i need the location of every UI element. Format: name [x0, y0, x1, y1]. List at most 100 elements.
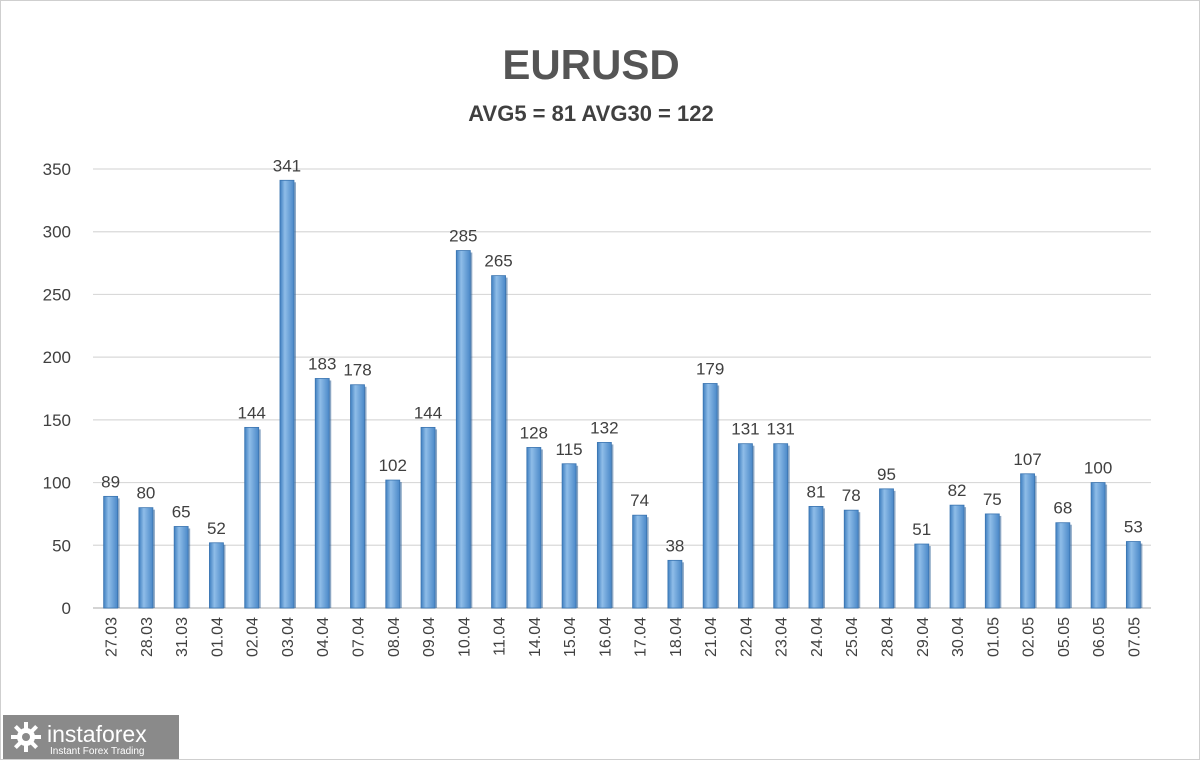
x-tick-label: 21.04 [703, 617, 720, 657]
data-label: 100 [1084, 459, 1112, 478]
x-tick-label: 07.04 [351, 617, 368, 657]
gridlines [93, 168, 1151, 609]
data-label: 52 [207, 519, 226, 538]
x-tick-label: 22.04 [738, 617, 755, 657]
x-tick-label: 18.04 [668, 617, 685, 657]
data-label: 132 [590, 418, 618, 437]
data-label: 265 [484, 252, 512, 271]
data-label: 75 [983, 490, 1002, 509]
x-tick-label: 02.04 [245, 617, 262, 657]
data-label: 82 [948, 481, 967, 500]
y-tick-label: 350 [43, 160, 71, 179]
data-label: 51 [912, 520, 931, 539]
data-label: 131 [767, 420, 795, 439]
x-tick-label: 28.03 [139, 617, 156, 657]
logo-name: instaforex [47, 721, 147, 747]
bar [843, 509, 859, 609]
y-tick-label: 100 [43, 474, 71, 493]
bar [667, 559, 683, 609]
bar [526, 447, 542, 609]
data-label: 68 [1053, 499, 1072, 518]
bar [632, 514, 648, 609]
y-tick-label: 250 [43, 285, 71, 304]
x-tick-label: 27.03 [104, 617, 121, 657]
data-label: 178 [343, 361, 371, 380]
data-label: 74 [630, 491, 649, 510]
bar [808, 506, 824, 609]
data-labels: 89 80 65 52 144 341 183 178 102 144 285 265 128 115 13… [101, 156, 1143, 555]
bar [1125, 541, 1141, 609]
x-tick-label: 16.04 [597, 617, 614, 657]
x-tick-label: 05.05 [1056, 617, 1073, 657]
data-label: 80 [136, 484, 155, 503]
x-tick-label: 01.05 [985, 617, 1002, 657]
data-label: 95 [877, 465, 896, 484]
x-tick-label: 28.04 [880, 617, 897, 657]
data-label: 89 [101, 472, 120, 491]
x-tick-label: 07.05 [1126, 617, 1143, 657]
bars [103, 179, 1143, 609]
bar [879, 488, 894, 609]
y-axis-ticks: 0 50 100 150 200 250 300 350 [43, 160, 71, 618]
bar [138, 507, 154, 609]
bar [209, 542, 224, 609]
bar [738, 443, 753, 609]
data-label: 341 [273, 156, 301, 175]
x-tick-label: 15.04 [562, 617, 579, 657]
bar [350, 384, 365, 609]
chart-subtitle: AVG5 = 81 AVG30 = 122 [468, 101, 714, 126]
data-label: 183 [308, 354, 336, 373]
bar [385, 479, 401, 609]
y-tick-label: 300 [43, 223, 71, 242]
x-tick-label: 02.05 [1021, 617, 1038, 657]
data-label: 144 [414, 403, 442, 422]
bar [244, 426, 260, 609]
bar [702, 383, 718, 609]
bar [914, 543, 930, 609]
x-tick-label: 30.04 [950, 617, 967, 657]
bar [279, 179, 295, 609]
x-tick-label: 09.04 [421, 617, 438, 657]
gear-icon [11, 722, 41, 752]
bar [420, 426, 436, 609]
logo-tagline: Instant Forex Trading [50, 746, 145, 757]
instaforex-logo: instaforex Instant Forex Trading [3, 715, 179, 759]
data-label: 65 [172, 502, 191, 521]
bar [1090, 482, 1106, 609]
data-label: 128 [520, 423, 548, 442]
data-label: 53 [1124, 518, 1143, 537]
data-label: 131 [731, 420, 759, 439]
x-tick-label: 23.04 [774, 617, 791, 657]
data-label: 38 [665, 536, 684, 555]
x-tick-label: 03.04 [280, 617, 297, 657]
y-tick-label: 200 [43, 348, 71, 367]
data-label: 81 [807, 482, 826, 501]
x-tick-label: 29.04 [915, 617, 932, 657]
bar [596, 442, 612, 609]
bar [455, 250, 471, 609]
bar [1055, 522, 1071, 609]
bar [173, 526, 189, 609]
x-tick-label: 24.04 [809, 617, 826, 657]
x-tick-label: 11.04 [492, 617, 509, 656]
x-tick-label: 04.04 [315, 617, 332, 657]
x-axis-ticks: 27.03 28.03 31.03 01.04 02.04 03.04 04.04 07.04… [104, 617, 1144, 657]
x-tick-label: 01.04 [209, 617, 226, 657]
x-tick-label: 14.04 [527, 617, 544, 657]
bar [491, 275, 506, 609]
y-tick-label: 150 [43, 411, 71, 430]
bar [314, 378, 330, 609]
bar [103, 495, 119, 609]
data-label: 107 [1013, 450, 1041, 469]
bar [561, 463, 577, 609]
x-tick-label: 08.04 [386, 617, 403, 657]
x-tick-label: 31.03 [174, 617, 191, 657]
bar [984, 513, 1000, 609]
y-tick-label: 0 [62, 599, 71, 618]
data-label: 144 [238, 403, 266, 422]
data-label: 115 [556, 440, 583, 459]
x-tick-label: 17.04 [633, 617, 650, 657]
x-tick-label: 25.04 [844, 617, 861, 657]
